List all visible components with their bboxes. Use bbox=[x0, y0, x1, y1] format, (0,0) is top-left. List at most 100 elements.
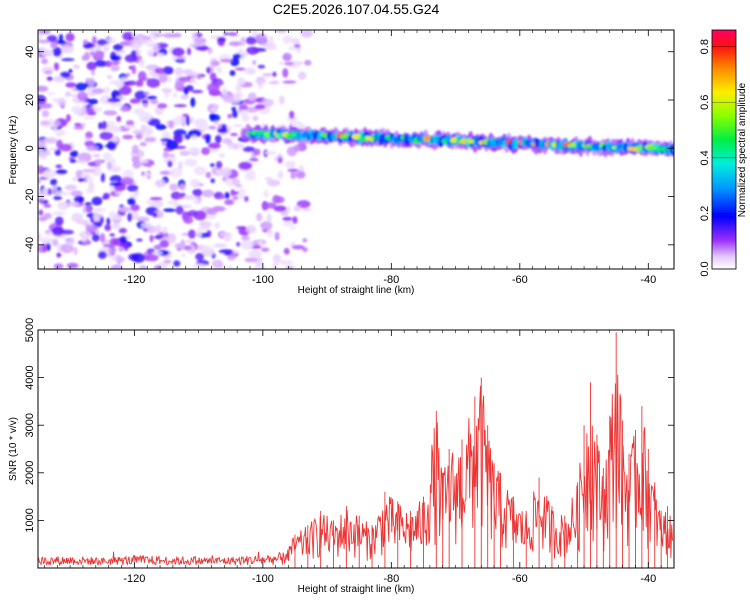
noise-blob bbox=[161, 131, 171, 140]
noise-blob bbox=[162, 66, 174, 75]
noise-blob bbox=[197, 226, 210, 231]
y-tick-label: 40 bbox=[24, 46, 36, 58]
noise-blob bbox=[236, 188, 247, 196]
noise-blob bbox=[112, 43, 124, 51]
noise-blob bbox=[260, 221, 273, 231]
noise-blob bbox=[91, 234, 100, 242]
noise-blob bbox=[292, 216, 298, 224]
noise-blob bbox=[238, 161, 253, 170]
noise-blob bbox=[122, 169, 134, 180]
noise-blob bbox=[116, 115, 122, 122]
noise-blob bbox=[66, 114, 71, 123]
noise-blob bbox=[46, 35, 58, 42]
noise-blob bbox=[40, 49, 54, 57]
noise-blob bbox=[236, 241, 241, 247]
noise-blob bbox=[296, 200, 311, 209]
noise-blob bbox=[222, 167, 232, 177]
noise-blob bbox=[69, 159, 77, 163]
noise-blob bbox=[100, 172, 106, 183]
noise-blob bbox=[194, 37, 207, 44]
noise-blob bbox=[52, 98, 59, 102]
noise-blob bbox=[141, 99, 149, 104]
noise-blob bbox=[142, 172, 151, 178]
noise-blob bbox=[119, 235, 127, 244]
noise-blob bbox=[53, 195, 63, 201]
noise-blob bbox=[38, 103, 53, 109]
ridge-core bbox=[675, 146, 680, 153]
noise-blob bbox=[284, 160, 296, 169]
noise-blob bbox=[153, 33, 165, 37]
noise-blob bbox=[120, 76, 129, 81]
noise-blob bbox=[149, 234, 154, 243]
noise-blob bbox=[96, 39, 108, 46]
noise-blob bbox=[244, 257, 258, 263]
noise-blob bbox=[106, 217, 111, 226]
noise-blob bbox=[293, 44, 301, 49]
noise-blob bbox=[44, 232, 55, 236]
noise-blob bbox=[84, 202, 92, 206]
noise-blob bbox=[228, 41, 242, 47]
noise-blob bbox=[179, 183, 186, 192]
noise-blob bbox=[195, 252, 205, 261]
noise-blob bbox=[210, 61, 221, 66]
noise-blob bbox=[213, 243, 228, 248]
noise-blob bbox=[77, 91, 88, 101]
noise-blob bbox=[279, 61, 284, 65]
noise-blob bbox=[162, 32, 177, 38]
noise-blob bbox=[159, 239, 170, 248]
noise-blob bbox=[247, 92, 257, 102]
noise-blob bbox=[230, 132, 238, 137]
noise-blob bbox=[287, 168, 299, 173]
noise-blob bbox=[302, 247, 308, 253]
noise-blob bbox=[39, 237, 54, 244]
noise-blob bbox=[103, 86, 111, 94]
noise-blob bbox=[53, 263, 64, 269]
noise-blob bbox=[174, 81, 185, 92]
noise-blob bbox=[156, 52, 165, 58]
noise-blob bbox=[110, 125, 122, 133]
noise-blob bbox=[86, 145, 99, 151]
noise-blob bbox=[252, 115, 259, 122]
noise-blob bbox=[97, 213, 102, 220]
noise-blob bbox=[129, 98, 141, 104]
x-tick-label: -120 bbox=[123, 274, 145, 286]
noise-blob bbox=[248, 158, 259, 162]
noise-blob bbox=[142, 39, 155, 46]
noise-blob bbox=[289, 121, 303, 127]
noise-blob bbox=[124, 80, 137, 86]
noise-blob bbox=[183, 204, 193, 209]
noise-blob bbox=[38, 139, 46, 150]
noise-blob bbox=[65, 32, 75, 42]
noise-blob bbox=[155, 42, 169, 49]
noise-blob bbox=[161, 226, 168, 235]
noise-blob bbox=[92, 35, 97, 45]
ridge-halo bbox=[675, 141, 681, 158]
noise-blob bbox=[214, 222, 221, 229]
noise-blob bbox=[81, 233, 87, 242]
noise-blob bbox=[68, 69, 73, 73]
noise-blob bbox=[43, 212, 52, 220]
noise-blob bbox=[124, 124, 137, 129]
noise-blob bbox=[47, 188, 52, 196]
noise-blob bbox=[85, 176, 94, 182]
noise-blob bbox=[109, 182, 122, 187]
noise-blob bbox=[41, 150, 51, 156]
noise-blob bbox=[103, 110, 118, 116]
noise-blob bbox=[84, 44, 96, 48]
noise-blob bbox=[42, 242, 47, 253]
noise-blob bbox=[241, 114, 250, 122]
noise-blob bbox=[154, 67, 165, 74]
noise-blob bbox=[173, 115, 187, 126]
noise-blob bbox=[84, 137, 90, 141]
noise-blob bbox=[98, 122, 103, 130]
noise-blob bbox=[52, 124, 58, 133]
noise-blob bbox=[231, 106, 237, 112]
x-tick-label: -40 bbox=[640, 573, 656, 585]
noise-blob bbox=[230, 189, 236, 196]
colorbar-tick-label: 0.4 bbox=[699, 150, 711, 165]
noise-blob bbox=[78, 196, 85, 202]
noise-blob bbox=[181, 253, 187, 258]
noise-blob bbox=[76, 159, 87, 164]
noise-blob bbox=[168, 120, 175, 129]
noise-blob bbox=[302, 207, 312, 212]
